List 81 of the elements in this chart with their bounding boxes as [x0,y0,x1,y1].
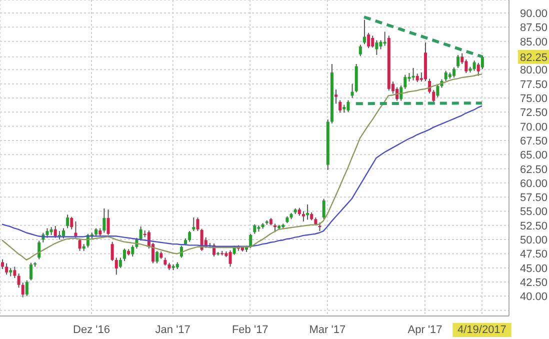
candlestick [62,228,66,239]
candlestick [66,214,70,229]
candlestick [17,273,20,288]
x-tick-label: Feb '17 [232,324,268,336]
y-tick-label: 75.00 [520,92,548,105]
candlestick [5,262,8,276]
candlestick [118,257,122,268]
x-tick-label: Apr '17 [408,324,442,336]
y-tick-label: 52.50 [520,220,548,232]
candlestick [350,83,354,98]
candlestick [114,257,118,276]
candlestick [338,100,342,114]
candlestick [46,228,49,238]
candlestick [102,208,106,234]
candlestick [362,19,366,45]
candlestick [156,250,159,264]
y-tick-label: 62.50 [520,164,548,176]
candlestick [13,266,16,279]
y-tick-label: 82.25 [520,52,548,64]
candlestick [371,35,374,48]
candlestick [25,280,28,297]
y-tick-label: 77.50 [520,78,548,91]
x-tick-label: Mar '17 [309,324,346,336]
y-tick-label: 90.00 [520,8,548,20]
y-tick-label: 57.50 [520,192,548,204]
candlestick [123,248,126,262]
candlestick [404,74,407,90]
candlestick [228,250,232,268]
candlestick [480,55,484,70]
y-tick-label: 60.00 [520,178,548,190]
candlestick [38,240,41,260]
candlestick [110,241,114,262]
y-tick-label: 65.00 [520,150,548,162]
x-tick-label: 4/19/2017 [458,324,506,336]
candlestick [21,282,24,298]
y-tick-label: 80.00 [520,64,548,77]
line-series [1,74,483,261]
candlestick [334,88,338,104]
x-tick-label: Jan '17 [155,324,190,336]
candlestick [346,100,350,113]
y-tick-label: 55.00 [520,206,548,218]
candlestick [54,225,57,238]
y-tick-label: 47.50 [520,248,548,261]
candlestick [436,84,440,98]
y-tick-label: 87.50 [520,22,548,34]
candlestick [444,70,448,82]
candlestick [476,62,480,76]
candlestick [379,40,382,50]
y-tick-label: 70.00 [520,121,548,134]
candlestick [383,31,386,46]
candlestick [192,216,196,232]
candlestick [367,32,370,49]
candlestick [139,226,142,242]
y-tick-label: 40.00 [520,291,548,304]
candlestick [400,85,403,102]
candlestick [464,58,468,74]
candlestick [70,216,74,230]
candlestick [253,224,256,234]
y-tick-label: 85.00 [520,36,548,48]
y-tick-label: 45.00 [520,262,548,275]
candlestick [106,209,110,236]
candlestick [412,67,415,81]
y-tick-label: 72.50 [520,107,548,120]
y-tick-label: 67.50 [520,135,548,148]
candlestick [78,238,82,252]
candlestick [29,262,32,281]
y-tick-label: 50.00 [520,234,548,247]
candlestick [131,244,134,258]
candlestick [375,40,378,56]
candlestick [322,198,326,220]
candlestick [452,66,456,78]
candlestick [432,90,436,103]
candlestick [196,216,200,232]
candlestick [456,54,460,68]
candlestick [1,258,4,270]
y-tick-label: 42.50 [520,277,548,290]
x-tick-label: Dez '16 [73,324,110,336]
candlestick [302,210,305,222]
candlestick [472,60,476,72]
candlestick [188,230,192,242]
candlestick [358,44,362,57]
